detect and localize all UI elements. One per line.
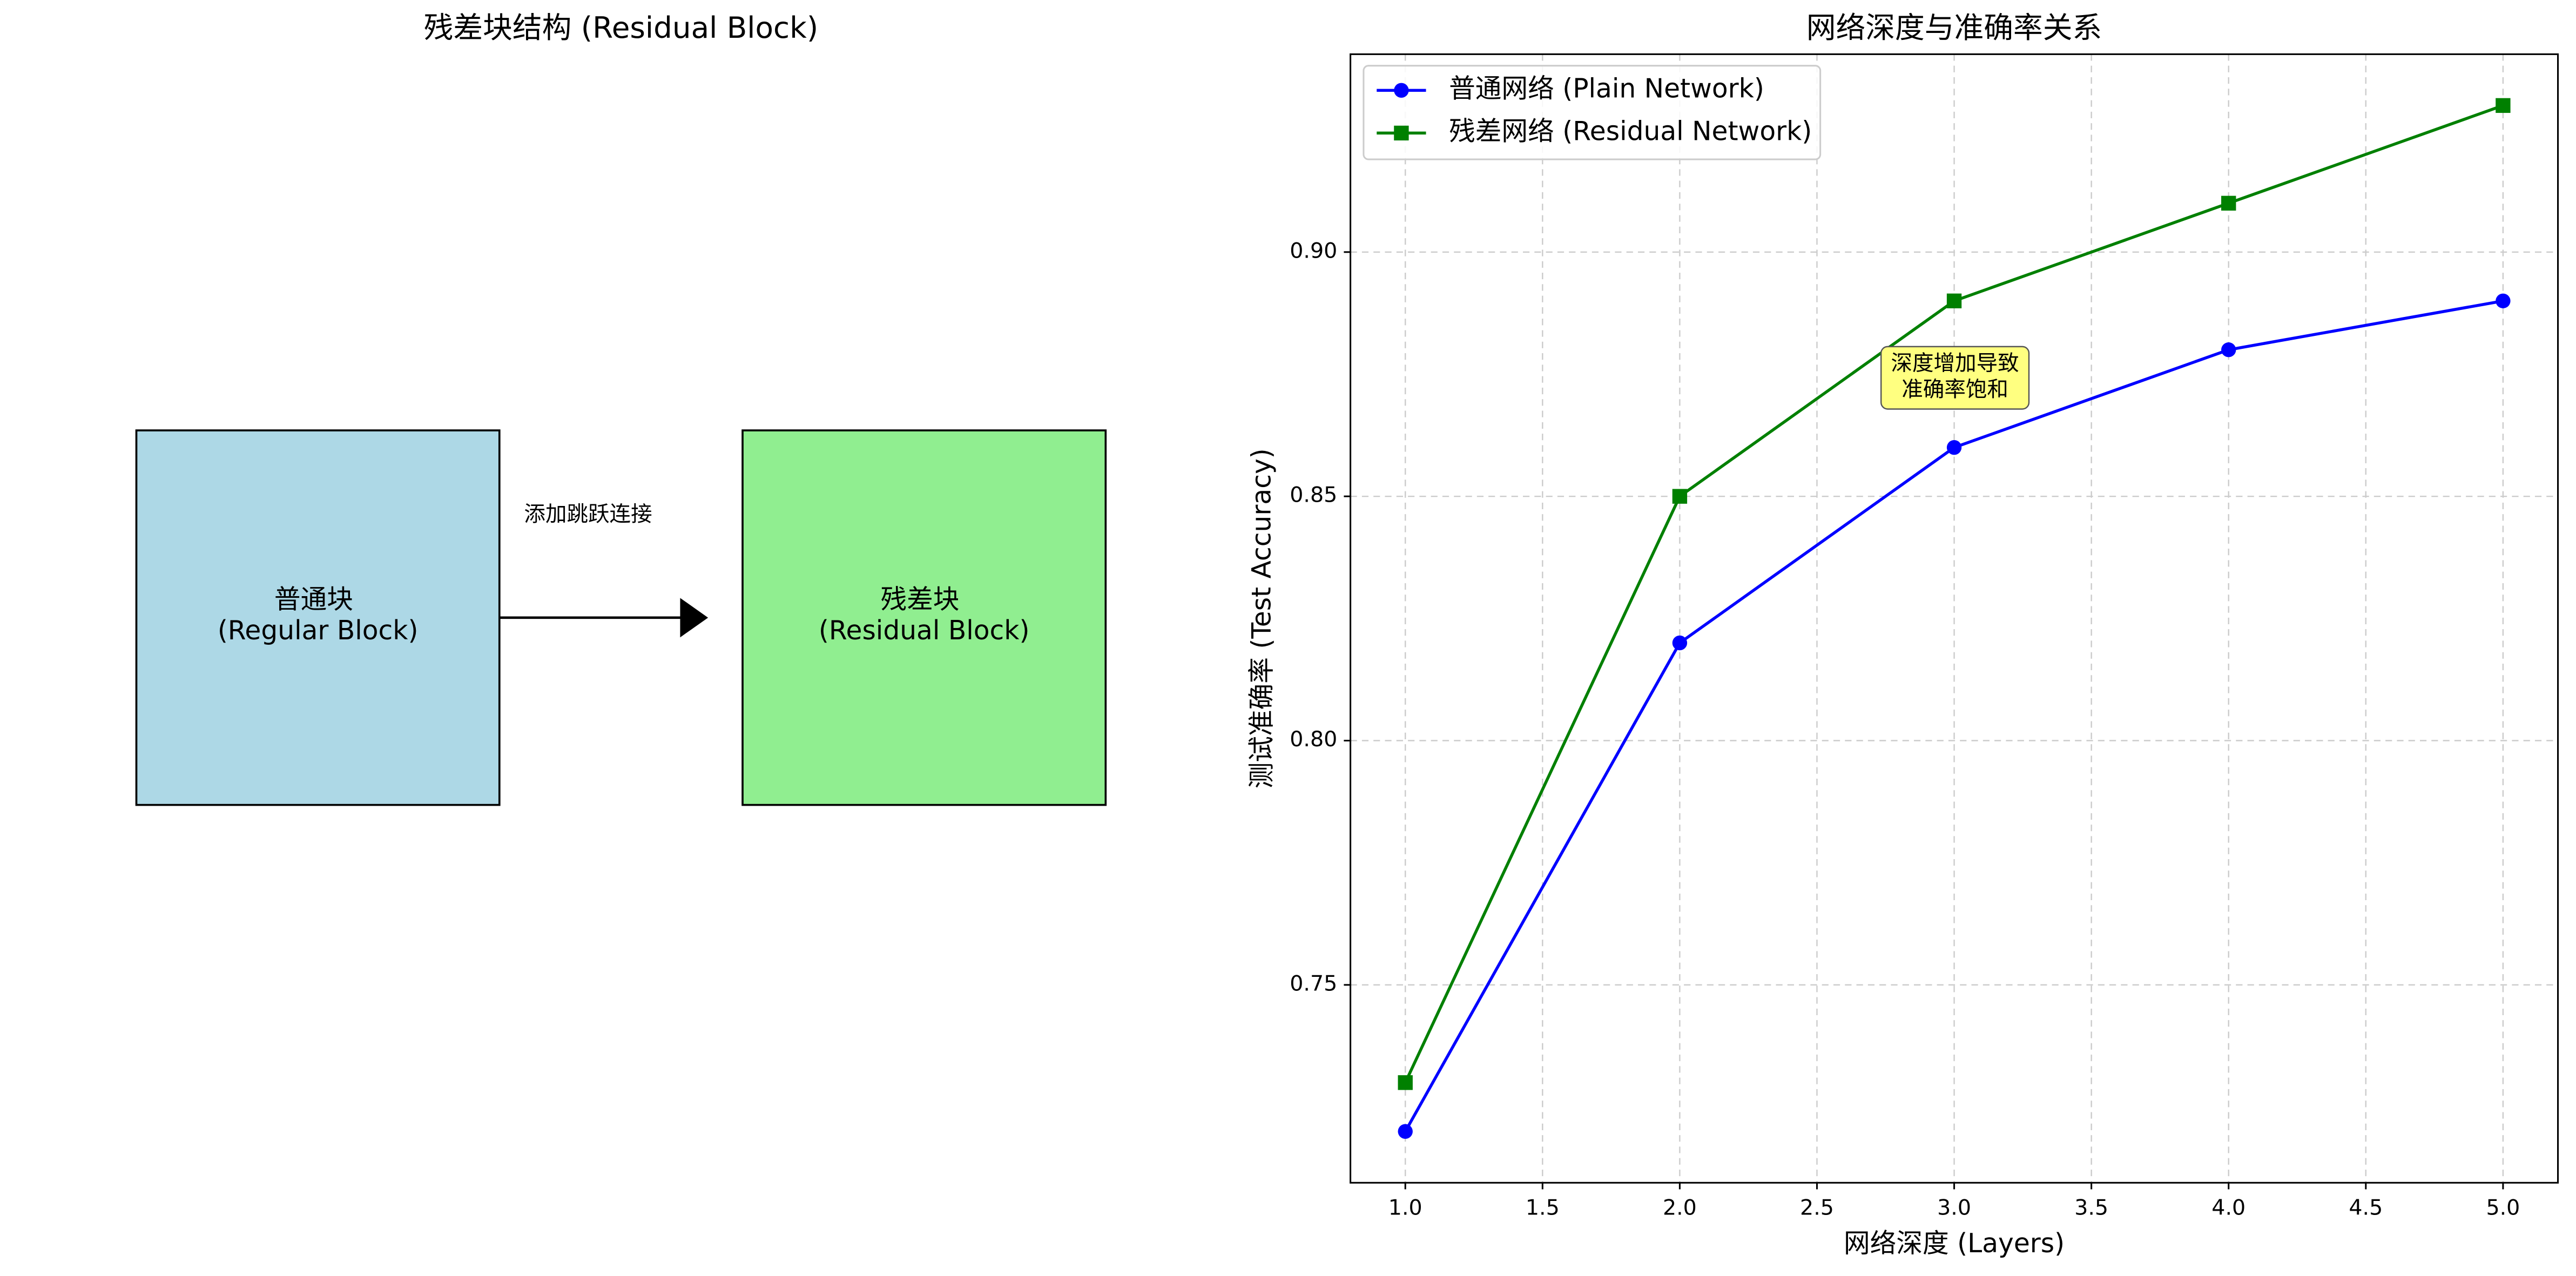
regular-block (135, 429, 501, 806)
plot-frame (1350, 53, 2559, 1184)
x-tick-label: 2.0 (1663, 1195, 1697, 1220)
node-label-line: (Regular Block) (218, 616, 419, 646)
x-tick-label: 2.5 (1800, 1195, 1834, 1220)
edge-label: 添加跳跃连接 (524, 502, 652, 527)
legend-box (1363, 65, 1822, 160)
data-point (1398, 1075, 1413, 1090)
data-point (2496, 293, 2511, 308)
x-axis-label: 网络深度 (Layers) (1844, 1228, 2065, 1259)
data-point (1672, 489, 1688, 504)
chart-panel: 1.0 1.5 2.0 2.5 3.0 3.5 4.0 4.5 5.0 0.75 0.80 0.85 0… (1246, 10, 2559, 1259)
chart-title: 网络深度与准确率关系 (1806, 10, 2102, 45)
legend-marker (1394, 125, 1409, 141)
node-label-line: 普通块 (274, 584, 353, 615)
x-tick-label: 1.5 (1526, 1195, 1560, 1220)
data-point (1946, 293, 1962, 308)
x-tick-label: 4.0 (2211, 1195, 2245, 1220)
x-tick-label: 4.5 (2349, 1195, 2383, 1220)
diagram-panel: 残差块结构 (Residual Block) 普通块 (Regular Bloc… (135, 10, 1107, 806)
data-point (1672, 635, 1688, 651)
data-point (2496, 98, 2511, 113)
legend-label: 普通网络 (Plain Network) (1449, 73, 1764, 104)
legend-marker (1394, 83, 1409, 98)
node-label: 普通块 (Regular Block) (218, 584, 419, 646)
arrow-head (680, 598, 709, 638)
x-tick-label: 1.0 (1388, 1195, 1422, 1220)
annotation-text: 深度增加导致 (1891, 351, 2019, 376)
data-point (2221, 195, 2236, 211)
data-point (1946, 440, 1962, 455)
diagram-title: 残差块结构 (Residual Block) (424, 10, 819, 45)
y-tick-label: 0.85 (1290, 483, 1337, 508)
y-tick-label: 0.90 (1290, 238, 1337, 263)
x-tick-label: 3.0 (1937, 1195, 1971, 1220)
node-label: 残差块 (Residual Block) (819, 584, 1030, 646)
y-axis-label: 测试准确率 (Test Accuracy) (1246, 448, 1277, 788)
residual-block (741, 429, 1107, 806)
data-point (2221, 342, 2236, 357)
data-point (1398, 1124, 1413, 1139)
annotation-text: 准确率饱和 (1901, 377, 2008, 402)
x-tick-label: 5.0 (2486, 1195, 2520, 1220)
x-tick-label: 3.5 (2074, 1195, 2108, 1220)
node-label-line: 残差块 (880, 584, 959, 615)
legend-label: 残差网络 (Residual Network) (1449, 116, 1812, 146)
annotation-box (1880, 346, 2030, 410)
y-tick-label: 0.75 (1290, 971, 1337, 996)
y-tick-label: 0.80 (1290, 727, 1337, 752)
node-label-line: (Residual Block) (819, 616, 1030, 646)
